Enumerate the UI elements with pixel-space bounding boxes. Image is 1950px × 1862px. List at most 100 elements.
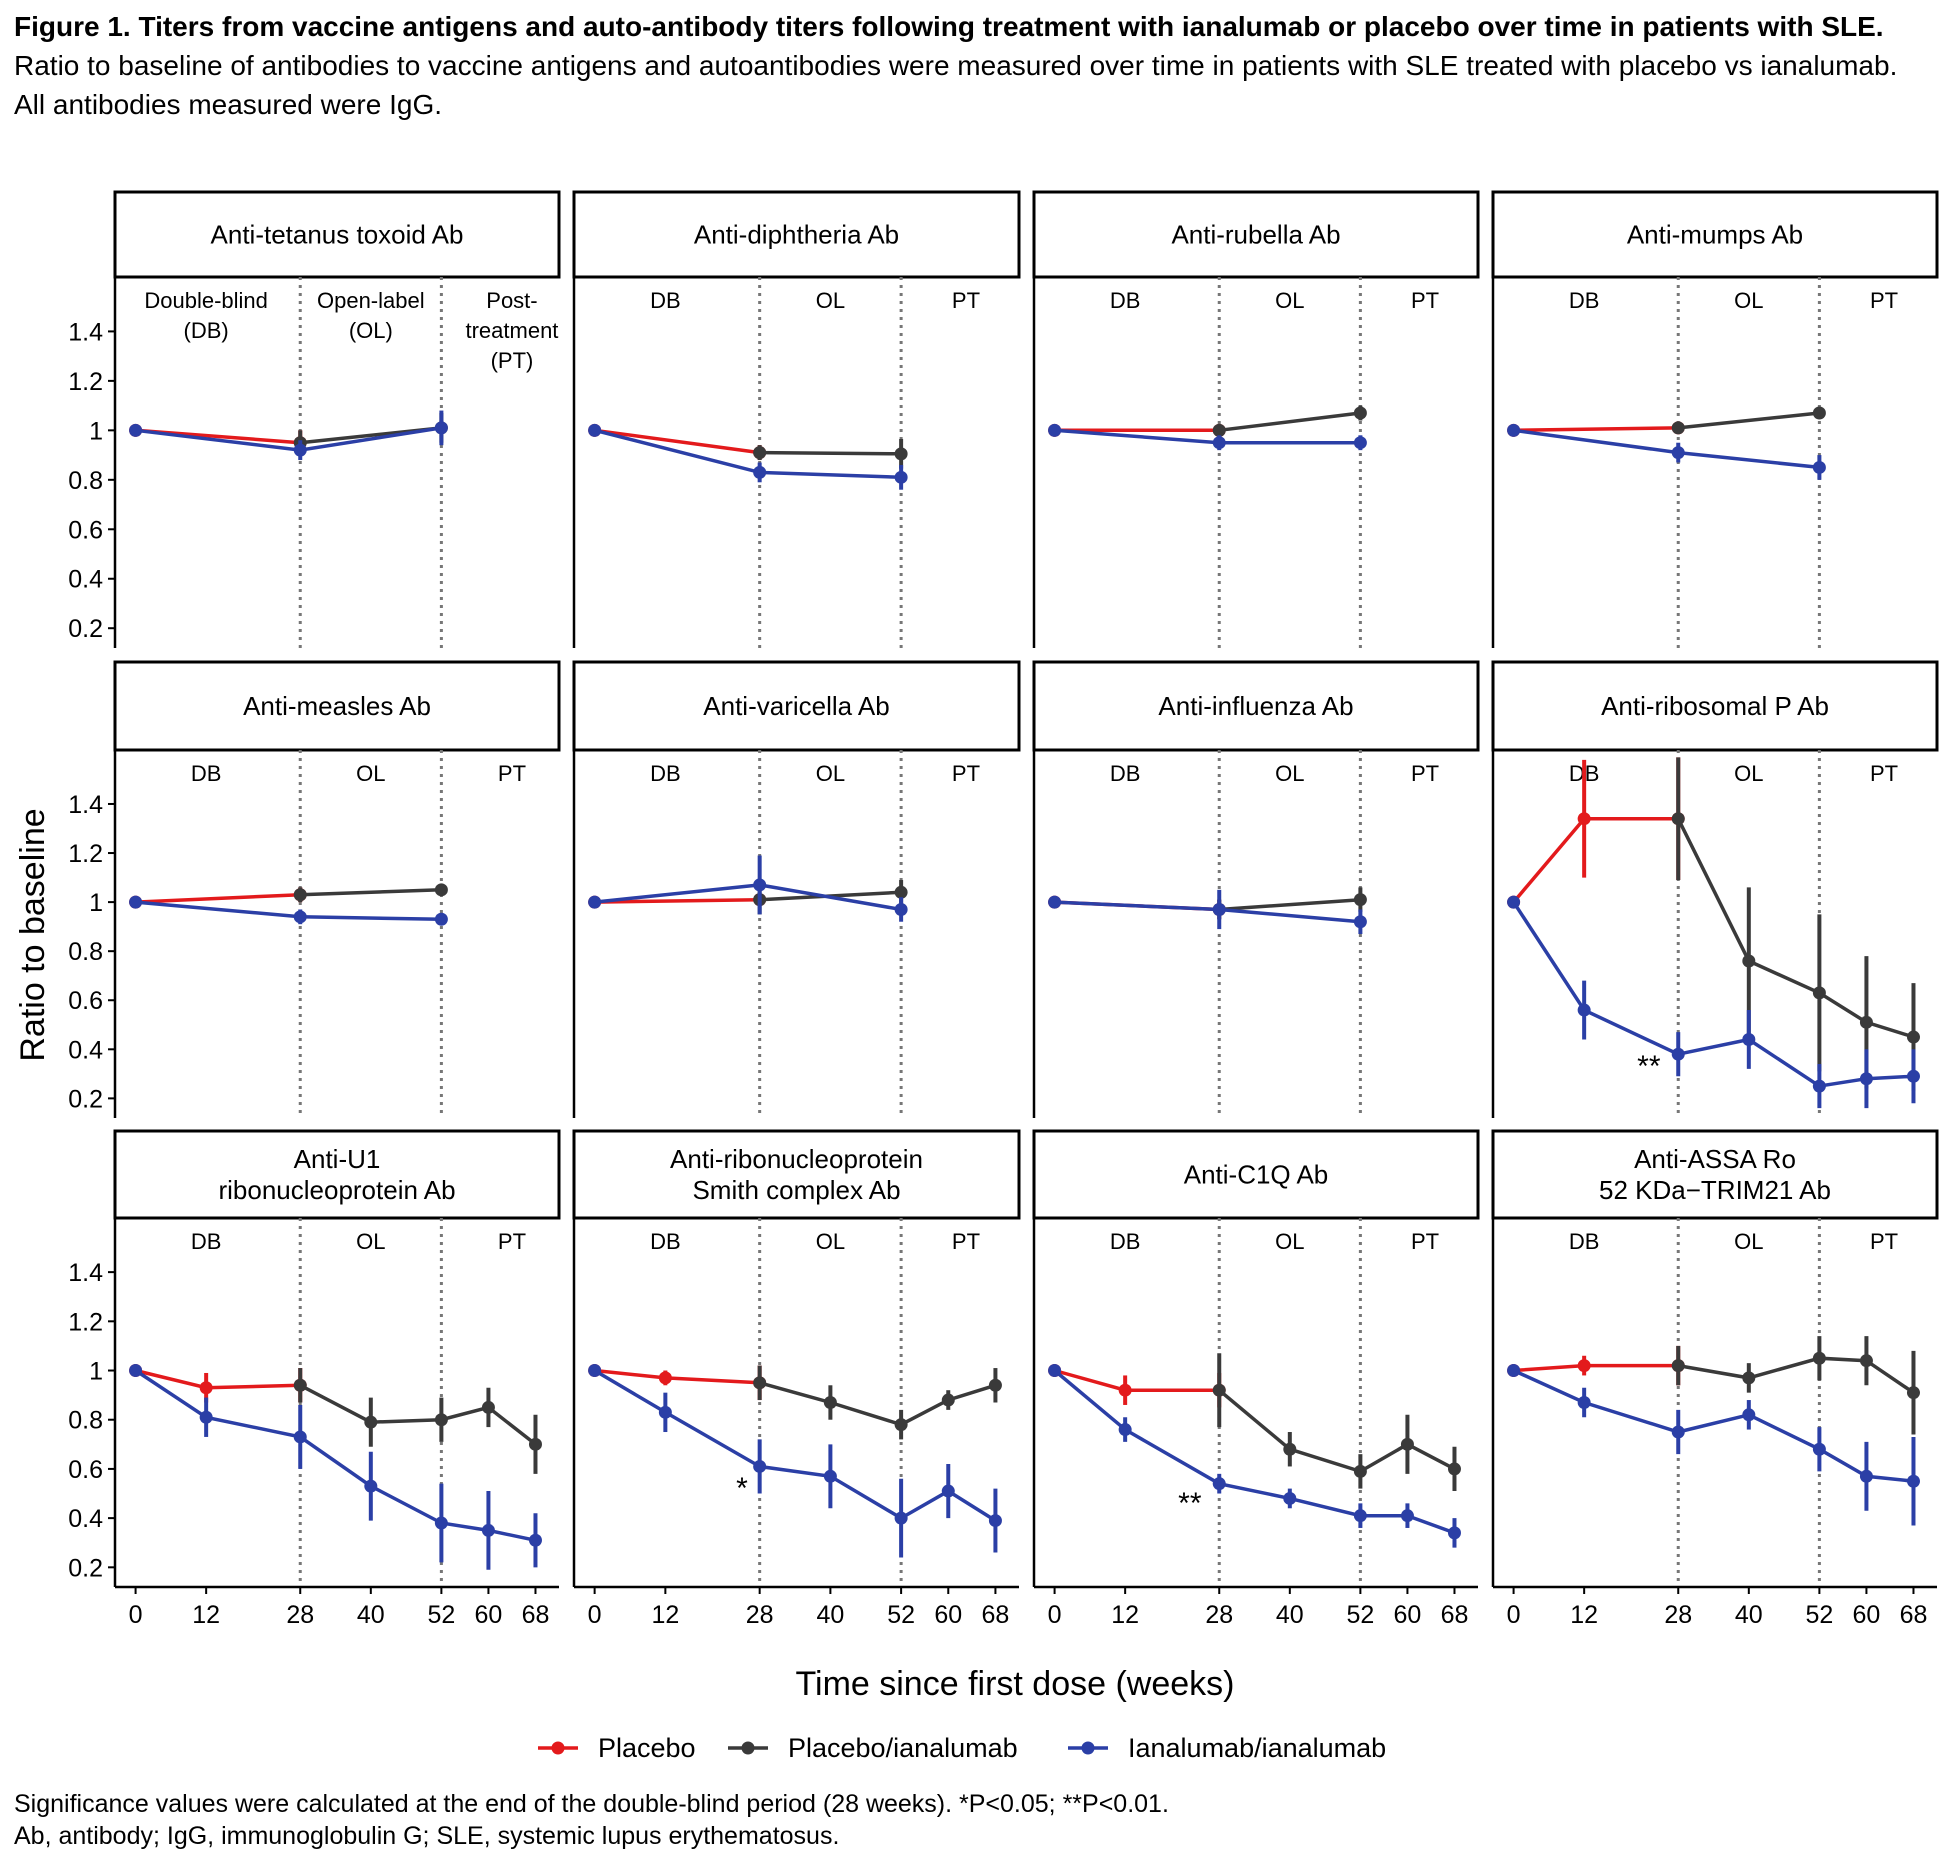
x-tick-label: 68 <box>1441 1601 1469 1629</box>
series-line-ianalumab <box>1054 428 1361 445</box>
data-point-placebo_ianalumab <box>1671 1359 1685 1373</box>
series-line-ianalumab <box>1512 901 1914 1088</box>
period-label: PT <box>1411 761 1439 786</box>
panel-3: Anti-rubella Ab DB OL PT <box>1032 190 1480 648</box>
period-label: PT <box>952 288 980 313</box>
panel-strip <box>1491 660 1939 752</box>
y-tick-label: 0.2 <box>68 615 103 643</box>
data-point-placebo_ianalumab <box>1353 1464 1367 1478</box>
series-line-placebo_ianalumab <box>1218 411 1361 433</box>
period-label: (PT) <box>491 348 534 373</box>
x-tick-label: 60 <box>934 1601 962 1629</box>
data-point-placebo_ianalumab <box>1812 406 1826 420</box>
x-tick-label: 60 <box>1394 1601 1422 1629</box>
data-point-ianalumab <box>753 878 767 892</box>
period-label: DB <box>1569 1229 1600 1254</box>
data-point-ianalumab <box>1212 436 1226 450</box>
panel-2: Anti-diphtheria Ab DB OL PT <box>572 190 1021 648</box>
period-label: PT <box>1870 288 1898 313</box>
series-line-placebo_ianalumab <box>1676 817 1915 1039</box>
data-point-ianalumab <box>823 1469 837 1483</box>
period-label: Double-blind <box>144 288 268 313</box>
data-point-ianalumab <box>199 1410 213 1424</box>
data-point-ianalumab <box>1812 1442 1826 1456</box>
data-point-placebo_ianalumab <box>1859 1015 1873 1029</box>
panel-4: Anti-mumps Ab DB OL PT <box>1491 190 1939 648</box>
data-point-placebo_ianalumab <box>528 1437 542 1451</box>
x-tick-label: 12 <box>192 1601 220 1629</box>
series-line-placebo_ianalumab <box>1218 1388 1456 1474</box>
series-line-ianalumab <box>1513 428 1820 470</box>
data-point-ianalumab <box>481 1523 495 1537</box>
period-label: treatment <box>465 318 558 343</box>
period-label: PT <box>1870 1229 1898 1254</box>
x-tick-label: 52 <box>887 1601 915 1629</box>
data-point-ianalumab <box>1577 1003 1591 1017</box>
panel-title: Anti-rubella Ab <box>1171 220 1340 250</box>
data-point-ianalumab <box>1212 902 1226 916</box>
period-label: DB <box>650 1229 681 1254</box>
period-label: Open-label <box>317 288 425 313</box>
data-point-placebo_ianalumab <box>1400 1437 1414 1451</box>
data-point-ianalumab <box>1507 423 1521 437</box>
data-point-ianalumab <box>1859 1072 1873 1086</box>
data-point-placebo_ianalumab <box>1447 1462 1461 1476</box>
y-tick-label: 0.6 <box>68 516 103 544</box>
panel-strip <box>1032 660 1480 752</box>
panel-title: Smith complex Ab <box>692 1175 900 1205</box>
x-tick-label: 60 <box>475 1601 503 1629</box>
x-tick-label: 40 <box>1735 1601 1763 1629</box>
data-point-ianalumab <box>293 1430 307 1444</box>
x-tick-label: 12 <box>1111 1601 1139 1629</box>
period-label: OL <box>1275 1229 1304 1254</box>
y-tick-label: 0.2 <box>68 1554 103 1582</box>
data-point-placebo_ianalumab <box>1212 1383 1226 1397</box>
x-tick-label: 40 <box>816 1601 844 1629</box>
data-point-placebo_ianalumab <box>1671 421 1685 435</box>
data-point-placebo_ianalumab <box>753 1376 767 1390</box>
series-line-placebo <box>1513 426 1679 433</box>
data-point-placebo_ianalumab <box>1353 406 1367 420</box>
data-point-placebo_ianalumab <box>1906 1030 1920 1044</box>
panel-strip <box>1032 1129 1480 1220</box>
legend-label: Placebo <box>598 1733 696 1763</box>
y-tick-label: 0.6 <box>68 1456 103 1484</box>
data-point-ianalumab <box>293 910 307 924</box>
data-point-ianalumab <box>1742 1032 1756 1046</box>
data-point-ianalumab <box>1859 1469 1873 1483</box>
legend-label: Ianalumab/ianalumab <box>1128 1733 1386 1763</box>
data-point-ianalumab <box>1906 1474 1920 1488</box>
period-label: PT <box>498 1229 526 1254</box>
data-point-placebo_ianalumab <box>1906 1386 1920 1400</box>
period-label: Post- <box>486 288 537 313</box>
period-label: DB <box>1110 1229 1141 1254</box>
period-label: OL <box>1734 761 1763 786</box>
x-tick-label: 52 <box>427 1601 455 1629</box>
faceted-line-chart: Anti-tetanus toxoid Ab Double-blind (DB) Op… <box>14 190 1939 1763</box>
panel-strip <box>113 190 561 279</box>
panel-1: Anti-tetanus toxoid Ab Double-blind (DB) Op… <box>68 190 561 648</box>
x-tick-label: 52 <box>1805 1601 1833 1629</box>
series-line-placebo <box>1054 1368 1220 1392</box>
x-tick-label: 0 <box>588 1601 602 1629</box>
data-point-ianalumab <box>1906 1069 1920 1083</box>
data-point-ianalumab <box>588 1364 602 1378</box>
y-axis-title: Ratio to baseline <box>14 808 52 1061</box>
data-point-placebo_ianalumab <box>1742 954 1756 968</box>
series-line-ianalumab <box>1512 1368 1914 1483</box>
x-tick-label: 28 <box>1205 1601 1233 1629</box>
data-point-placebo_ianalumab <box>434 1413 448 1427</box>
x-tick-label: 28 <box>746 1601 774 1629</box>
data-point-ianalumab <box>941 1484 955 1498</box>
figure-footnote: Significance values were calculated at t… <box>14 1788 1934 1852</box>
data-point-placebo_ianalumab <box>1353 893 1367 907</box>
panel-title: Anti-U1 <box>294 1144 381 1174</box>
x-tick-label: 28 <box>286 1601 314 1629</box>
data-point-ianalumab <box>1212 1477 1226 1491</box>
period-label: DB <box>191 1229 222 1254</box>
data-point-placebo_ianalumab <box>364 1415 378 1429</box>
panel-title: 52 KDa−TRIM21 Ab <box>1599 1175 1831 1205</box>
